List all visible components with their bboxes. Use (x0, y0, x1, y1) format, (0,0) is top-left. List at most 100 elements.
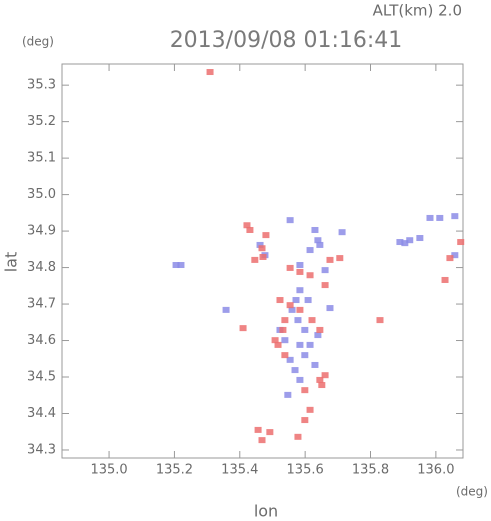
echo-point (296, 262, 304, 269)
echo-point (239, 325, 247, 332)
echo-point (281, 317, 289, 324)
x-tick-label: 135.4 (221, 463, 258, 478)
echo-point (321, 282, 329, 289)
echo-point (251, 256, 259, 263)
echo-point (279, 326, 287, 333)
echo-point (301, 387, 309, 394)
echo-point (321, 267, 329, 274)
echo-point (308, 317, 316, 324)
echo-point (336, 255, 344, 262)
y-tick-label: 35.1 (27, 151, 56, 166)
echo-point (396, 239, 404, 246)
echo-point (316, 241, 324, 248)
echo-point (276, 297, 284, 304)
echo-point (274, 341, 282, 348)
echo-point (172, 262, 180, 269)
echo-point (296, 287, 304, 294)
y-tick-label: 34.7 (27, 297, 56, 312)
echo-point (321, 372, 329, 379)
echo-point (296, 376, 304, 383)
echo-point (314, 332, 322, 339)
echo-point (457, 239, 465, 246)
echo-point (222, 306, 230, 313)
echo-point (451, 213, 459, 220)
echo-point (256, 241, 264, 248)
echo-point (326, 256, 334, 263)
echo-point (306, 272, 314, 279)
echo-point (326, 305, 334, 312)
echo-point (376, 317, 384, 324)
x-tick-label: 135.0 (90, 463, 127, 478)
x-tick-label: 136.0 (417, 463, 454, 478)
echo-point (286, 302, 294, 309)
echo-point (306, 341, 314, 348)
echo-point (301, 326, 309, 333)
echo-point (311, 226, 319, 233)
echo-point (284, 391, 292, 398)
echo-point (306, 247, 314, 254)
x-tick-label: 135.8 (352, 463, 389, 478)
echo-point (314, 237, 322, 244)
y-tick-label: 34.5 (27, 370, 56, 385)
echo-point (296, 268, 304, 275)
y-tick-label: 34.6 (27, 333, 56, 348)
echo-point (311, 361, 319, 368)
echo-point (271, 337, 279, 344)
echo-point (177, 262, 185, 269)
echo-point (258, 437, 266, 444)
echo-point (254, 426, 262, 433)
echo-point (291, 367, 299, 374)
echo-point (441, 276, 449, 283)
x-unit: (deg) (456, 485, 488, 499)
y-tick-label: 34.3 (27, 442, 56, 457)
echo-point (301, 417, 309, 424)
echo-point (306, 406, 314, 413)
chart-title: 2013/09/08 01:16:41 (170, 28, 403, 53)
y-tick-label: 35.2 (27, 114, 56, 129)
echo-point (288, 306, 296, 313)
echo-point (301, 352, 309, 359)
echo-point (296, 341, 304, 348)
y-tick-label: 34.8 (27, 260, 56, 275)
y-tick-label: 34.9 (27, 224, 56, 239)
echo-point (266, 429, 274, 436)
y-tick-label: 35.3 (27, 78, 56, 93)
echo-point (281, 337, 289, 344)
echo-point (258, 245, 266, 252)
echo-point (243, 222, 251, 229)
echo-point (286, 356, 294, 363)
y-tick-label: 35.0 (27, 187, 56, 202)
echo-point (246, 226, 254, 233)
x-tick-label: 135.6 (287, 463, 324, 478)
x-axis-label: lon (254, 502, 278, 521)
echo-point (316, 376, 324, 383)
y-tick-label: 34.4 (27, 406, 56, 421)
x-tick-label: 135.2 (156, 463, 193, 478)
y-unit: (deg) (22, 35, 54, 49)
echo-point (294, 433, 302, 440)
echo-point (426, 214, 434, 221)
echo-point (292, 297, 300, 304)
echo-point (406, 237, 414, 244)
echo-point (451, 252, 459, 259)
echo-point (259, 253, 267, 260)
echo-point (281, 352, 289, 359)
y-axis-label: lat (2, 252, 21, 273)
altitude-label: ALT(km) 2.0 (373, 2, 462, 20)
echo-point (338, 229, 346, 236)
echo-point (262, 232, 270, 239)
echo-point (206, 69, 214, 76)
echo-point (294, 317, 302, 324)
echo-point (286, 264, 294, 271)
echo-point (446, 255, 454, 262)
echo-point (436, 214, 444, 221)
echo-point (304, 297, 312, 304)
echo-point (416, 235, 424, 242)
echo-point (286, 217, 294, 224)
echo-point (401, 240, 409, 247)
echo-point (316, 326, 324, 333)
plot-frame (61, 63, 464, 459)
echo-point (296, 306, 304, 313)
echo-point (318, 382, 326, 389)
